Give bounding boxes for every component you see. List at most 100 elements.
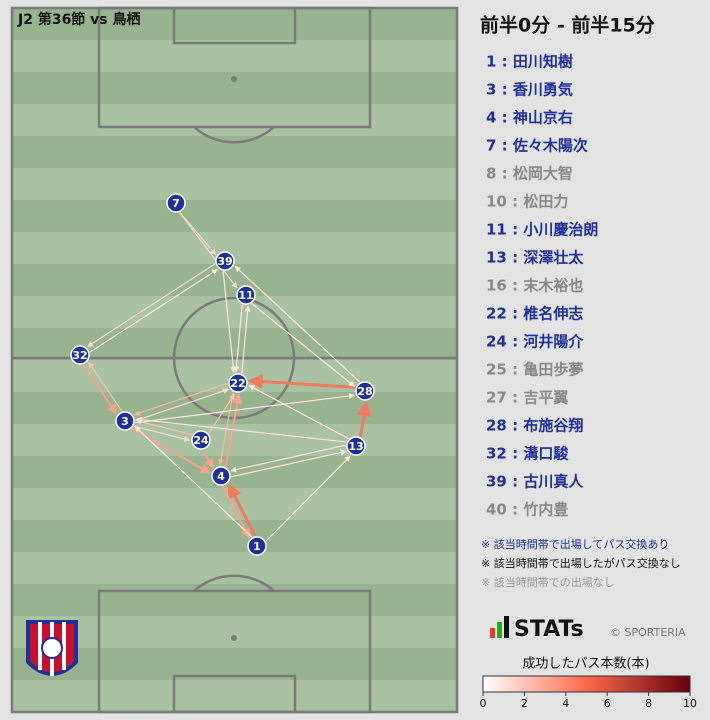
player-list: 1 : 田川知樹 3 : 香川勇気 4 : 神山京右 7 : 佐々木陽次 8 : 松岡大… — [486, 53, 598, 519]
pass-edge — [224, 393, 243, 467]
brand-logo — [490, 616, 509, 638]
stripe — [12, 264, 457, 296]
pass-edge — [231, 449, 347, 478]
player-node — [166, 193, 186, 213]
pass-edge — [82, 364, 118, 415]
pass-edge — [222, 485, 251, 539]
stripe — [12, 296, 457, 328]
node-label: 39 — [217, 255, 232, 268]
player-node — [228, 373, 248, 393]
node-label: 28 — [357, 385, 372, 398]
stripe — [12, 648, 457, 680]
colorbar-tick-label: 6 — [604, 697, 611, 710]
pass-edge — [89, 268, 218, 353]
stripe — [12, 552, 457, 584]
pass-edge — [222, 271, 237, 373]
pass-edge — [135, 393, 356, 424]
pass-edge — [135, 416, 347, 443]
node-label: 11 — [238, 289, 253, 302]
node-label: 7 — [172, 197, 180, 210]
pass-edge — [133, 425, 191, 442]
pass-edge — [248, 385, 349, 440]
pass-edge — [135, 388, 230, 422]
match-title: J2 第36節 vs 鳥栖 — [17, 11, 141, 28]
notes: ※ 該当時間帯で出場してパス交換あり ※ 該当時間帯で出場したがパス交換なし ※ 該… — [481, 537, 681, 589]
node-label: 24 — [193, 434, 209, 447]
player-entry: 11 : 小川慶治朗 — [486, 221, 598, 239]
colorbar — [482, 675, 691, 693]
player-node — [346, 436, 366, 456]
note: ※ 該当時間帯で出場してパス交換あり — [481, 537, 669, 551]
node-label: 32 — [72, 349, 87, 362]
edges — [82, 212, 372, 542]
pitch-lines — [10, 6, 459, 714]
player-node — [236, 285, 256, 305]
colorbar-tick-label: 8 — [645, 697, 652, 710]
player-entry: 13 : 深澤壮太 — [486, 249, 584, 267]
stripe — [12, 168, 457, 200]
brand-name: STATs — [514, 617, 584, 642]
colorbar-tick-label: 2 — [521, 697, 528, 710]
brand-credit: © SPORTERIA — [610, 626, 686, 639]
player-entry: 3 : 香川勇気 — [486, 81, 573, 99]
player-entry: 4 : 神山京右 — [486, 109, 573, 127]
player-node — [211, 466, 231, 486]
pass-edge — [247, 374, 356, 390]
node-label: 1 — [253, 540, 261, 553]
stripe — [12, 8, 457, 40]
pass-edge — [134, 425, 253, 538]
colorbar-tick-label: 0 — [480, 697, 487, 710]
stripe — [12, 40, 457, 72]
player-entry: 22 : 椎名伸志 — [486, 305, 583, 323]
pass-edge — [87, 263, 216, 348]
pass-edge — [230, 444, 346, 473]
stripe — [12, 584, 457, 616]
player-entry: 27 : 吉平翼 — [486, 389, 568, 407]
pass-edge — [227, 483, 257, 537]
colorbar-axis: 0 2 4 6 8 10 — [480, 692, 697, 710]
stripe — [12, 104, 457, 136]
player-entry: 10 : 松田力 — [486, 193, 568, 211]
player-entry: 1 : 田川知樹 — [486, 53, 573, 71]
player-node — [191, 430, 211, 450]
note: ※ 該当時間帯での出場なし — [481, 575, 615, 589]
player-entry: 8 : 松岡大智 — [486, 165, 573, 183]
pass-edge — [202, 449, 214, 469]
player-entry: 32 : 溝口駿 — [486, 445, 569, 463]
stripe — [12, 456, 457, 488]
nodes: 7 39 11 32 22 28 3 24 13 4 1 — [70, 193, 375, 556]
colorbar-tick-label: 10 — [683, 697, 697, 710]
node-label: 3 — [121, 415, 129, 428]
player-entry: 16 : 末木裕也 — [486, 277, 583, 295]
player-entry: 39 : 古川真人 — [486, 473, 584, 491]
pass-edge — [265, 455, 351, 542]
pass-edge — [356, 400, 372, 437]
stripe — [12, 680, 457, 712]
player-node — [70, 345, 90, 365]
node-label: 22 — [230, 377, 245, 390]
stripe — [12, 136, 457, 168]
pass-edge — [179, 212, 238, 289]
pass-edge — [133, 382, 228, 416]
stripe — [12, 616, 457, 648]
node-label: 4 — [217, 470, 225, 483]
stripe — [12, 200, 457, 232]
player-entry: 28 : 布施谷翔 — [486, 417, 583, 435]
stripe — [12, 232, 457, 264]
colorbar-label: 成功したパス本数(本) — [522, 657, 649, 672]
period: 前半0分 - 前半15分 — [480, 14, 655, 37]
pass-edge — [241, 305, 251, 374]
pass-edge — [233, 304, 243, 373]
player-node — [215, 251, 235, 271]
stripe — [12, 520, 457, 552]
player-node — [355, 381, 375, 401]
stripe — [12, 424, 457, 456]
note: ※ 該当時間帯で出場したがパス交換なし — [481, 556, 681, 570]
player-entry: 7 : 佐々木陽次 — [486, 137, 588, 155]
pass-edge — [179, 212, 217, 255]
player-entry: 40 : 竹内豊 — [486, 501, 568, 519]
colorbar-tick-label: 4 — [562, 697, 569, 710]
player-node — [115, 411, 135, 431]
node-label: 13 — [348, 440, 363, 453]
